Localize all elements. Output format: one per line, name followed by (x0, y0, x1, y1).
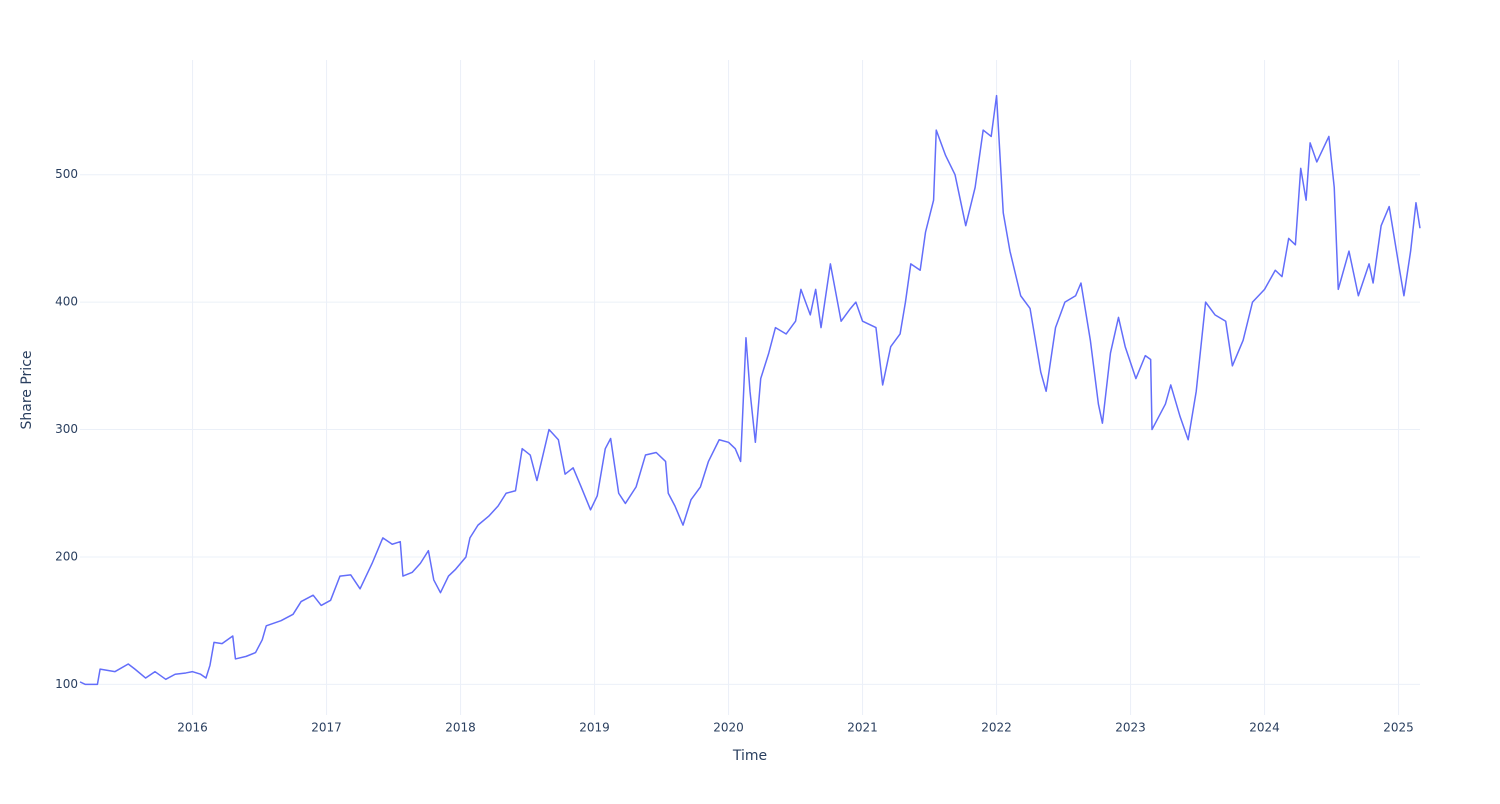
y-tick-label: 400 (55, 295, 78, 309)
x-tick-label: 2016 (177, 721, 208, 735)
x-tick-label: 2024 (1249, 721, 1280, 735)
x-tick-label: 2025 (1383, 721, 1414, 735)
x-tick-label: 2018 (445, 721, 476, 735)
y-tick-label: 500 (55, 167, 78, 181)
x-tick-label: 2021 (847, 721, 878, 735)
x-axis-title: Time (732, 748, 767, 764)
y-tick-label: 200 (55, 549, 78, 563)
x-tick-label: 2020 (713, 721, 744, 735)
y-tick-label: 300 (55, 422, 78, 436)
x-tick-label: 2023 (1115, 721, 1146, 735)
y-tick-label: 100 (55, 677, 78, 691)
x-tick-label: 2022 (981, 721, 1012, 735)
x-tick-label: 2019 (579, 721, 610, 735)
price-line (79, 94, 1421, 686)
y-axis-title: Share Price (19, 350, 35, 429)
x-tick-label: 2017 (311, 721, 342, 735)
